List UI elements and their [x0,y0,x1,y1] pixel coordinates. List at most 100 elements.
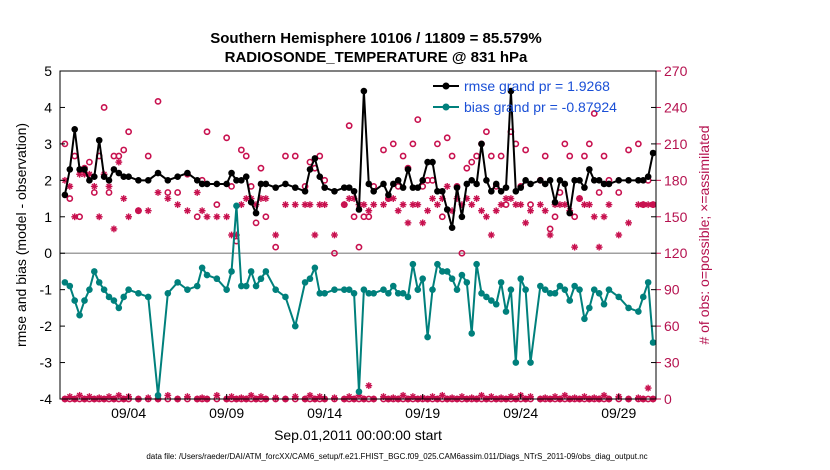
rmse-point [600,180,608,188]
rmse-point [649,149,657,157]
possible-obs-point [262,213,270,221]
bias-point [463,279,471,286]
rmse-point [306,166,314,173]
bias-point [203,271,211,279]
y-right-tick-label: 180 [664,172,688,188]
possible-obs-point [257,164,265,172]
bias-point [355,388,363,396]
bias-point [635,308,642,315]
possible-obs-point [448,152,456,160]
assimilated-obs-point [541,394,549,402]
rmse-point [439,187,446,195]
rmse-point [71,126,79,133]
y-tick-label: 4 [44,99,52,115]
rmse-point [561,180,569,188]
rmse-point [154,169,162,177]
assimilated-obs-point [331,231,338,239]
possible-obs-point [487,152,495,160]
rmse-point [488,187,495,195]
legend-bias-label: bias grand pr = -0.87924 [464,99,617,115]
assimilated-obs-point [198,394,206,402]
rmse-point [81,166,88,173]
rmse-point [125,173,132,180]
possible-obs-point [468,158,476,166]
rmse-point [321,184,328,191]
bias-point [394,290,402,297]
bias-point [184,286,191,293]
axes-frame [59,70,657,400]
bias-point [198,264,206,272]
assimilated-obs-point [443,183,451,190]
assimilated-obs-point [360,201,368,209]
rmse-point [144,177,152,184]
bias-point [409,260,417,268]
bias-point [473,260,480,268]
assimilated-obs-point [164,391,172,399]
legend: rmse grand pr = 1.9268 bias grand pr = -… [433,78,617,115]
bias-point [238,282,245,290]
assimilated-obs-point [585,201,593,209]
bias-point [350,290,358,297]
rmse-point [301,187,309,195]
assimilated-obs-point [184,207,191,215]
rmse-point [203,180,211,188]
possible-obs-point [237,146,245,154]
assimilated-obs-point [458,393,466,400]
bias-point [306,275,314,283]
possible-obs-point [242,152,250,160]
bias-point [404,293,412,301]
rmse-point [497,187,505,195]
possible-obs-point [522,146,530,154]
y-tick-label: 5 [44,63,52,79]
data-marks [61,87,657,403]
rmse-point [586,166,593,173]
assimilated-obs-point [448,394,456,402]
bias-point [213,275,221,283]
y-right-tick-label: 240 [664,99,688,115]
y-right-tick-label: 150 [664,209,688,225]
rmse-point [483,177,490,184]
assimilated-obs-point [438,391,446,399]
rmse-point [385,191,392,199]
possible-obs-point [571,213,579,221]
assimilated-obs-point [605,201,613,209]
rmse-point [541,180,549,188]
chart-subtitle: RADIOSONDE_TEMPERATURE @ 831 hPa [225,49,528,66]
assimilated-obs-point [306,201,314,209]
rmse-point [311,155,319,162]
rmse-point [291,184,299,191]
bias-point [389,282,397,290]
assimilated-obs-point [561,391,569,399]
assimilated-obs-point [365,207,373,215]
possible-obs-point [331,249,338,257]
assimilated-obs-point [311,231,319,239]
possible-obs-point [316,152,324,160]
rmse-point [331,187,338,195]
y-tick-label: 0 [44,245,52,261]
assimilated-obs-point [571,243,579,251]
assimilated-obs-point [468,201,476,209]
bias-point [360,286,368,293]
bias-point [61,279,69,286]
rmse-point [242,173,250,180]
possible-obs-point [551,213,559,221]
x-tick-label: 09/14 [307,405,342,421]
bias-point [76,311,83,319]
rmse-point [282,180,289,188]
assimilated-obs-point [115,391,123,399]
y-right-tick-label: 120 [664,245,688,261]
bias-point [223,286,230,293]
bias-point [301,279,309,286]
rmse-point [228,169,235,177]
bias-point [321,290,328,297]
possible-obs-point [345,122,353,130]
assimilated-obs-point [120,195,128,202]
possible-obs-point [66,195,74,202]
bias-point [115,304,123,312]
bias-point [242,282,250,290]
assimilated-obs-point [345,195,353,202]
rmse-point [527,180,534,188]
rmse-point [223,180,230,188]
rmse-point [115,169,123,177]
bias-point [272,286,279,293]
